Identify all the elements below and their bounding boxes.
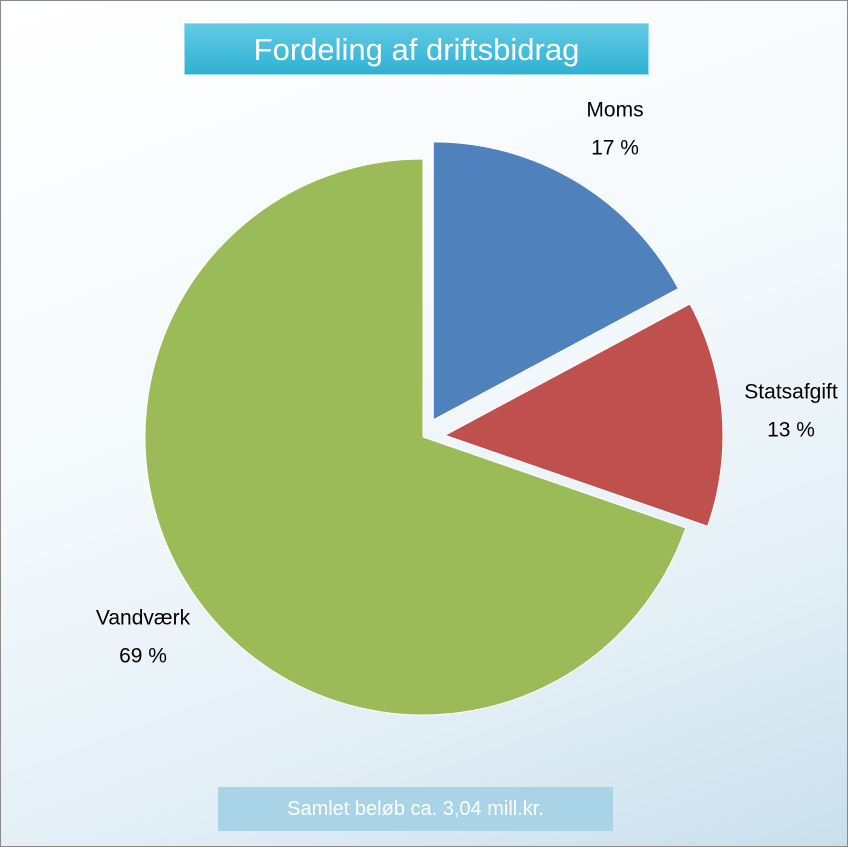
slice-value-label: 17 % bbox=[591, 137, 639, 160]
slice-value-label: 69 % bbox=[119, 645, 167, 668]
slice-label: Statsafgift bbox=[744, 381, 838, 404]
slice-label: Vandværk bbox=[96, 607, 191, 630]
pie-slice bbox=[443, 303, 724, 527]
pie-slice bbox=[144, 158, 687, 716]
chart-title: Fordeling af driftsbidrag bbox=[184, 23, 649, 75]
slice-value-label: 13 % bbox=[767, 419, 815, 442]
slice-label: Moms bbox=[586, 99, 643, 122]
pie-slice bbox=[432, 141, 679, 421]
annotation: Samlet beløb ca. 3,04 mill.kr. bbox=[218, 787, 613, 831]
